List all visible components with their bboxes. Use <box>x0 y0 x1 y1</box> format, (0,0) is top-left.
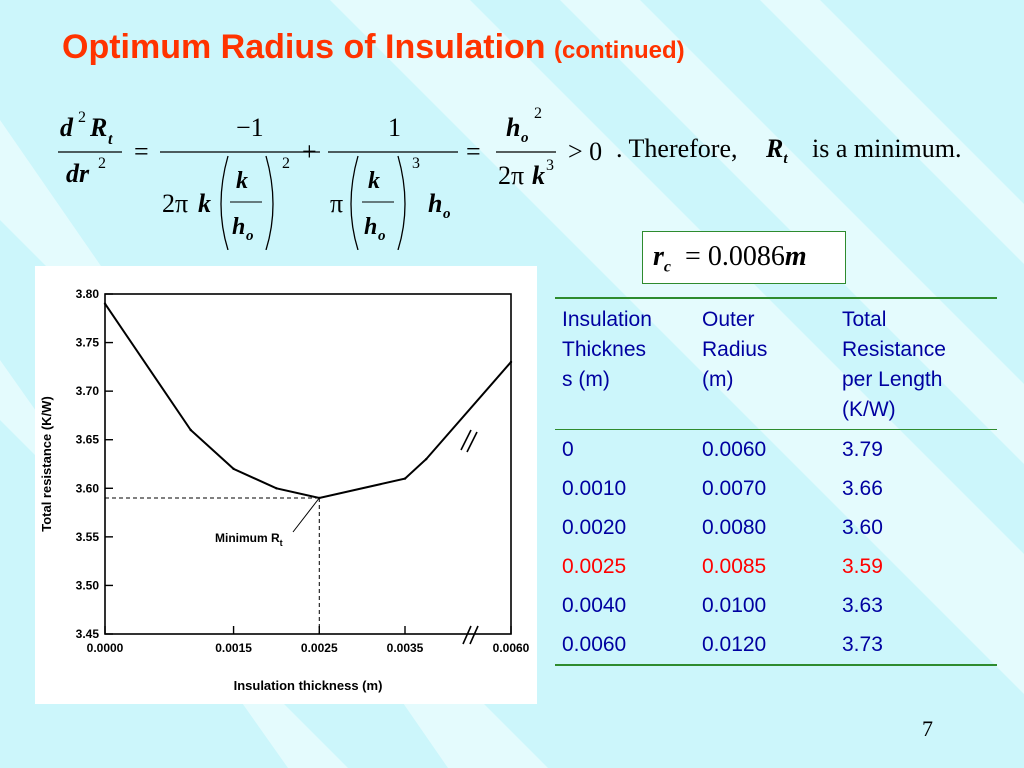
svg-text:h: h <box>428 189 442 218</box>
equation-conclusion: . Therefore, <box>616 134 738 163</box>
rt-symbol: Rt <box>766 134 788 168</box>
svg-text:1: 1 <box>388 113 401 142</box>
table-header-row: Insulation Thicknes s (m) Outer Radius (m) T… <box>555 297 997 430</box>
table-row: 0.0060 0.0120 3.73 <box>555 625 997 666</box>
svg-text:R: R <box>89 113 107 142</box>
slide-title: Optimum Radius of Insulation (continued) <box>62 28 685 67</box>
cell-thickness: 0.0020 <box>562 516 627 539</box>
resistance-series-line <box>104 303 512 500</box>
cell-thickness: 0.0060 <box>555 625 695 666</box>
resistance-chart-svg: 3.45 3.50 3.55 3.60 3.65 3.70 3.75 3.80 0.0000 0… <box>39 287 530 693</box>
cell-radius: 0.0085 <box>702 555 767 578</box>
critical-radius-box: rc = 0.0086m <box>642 231 846 284</box>
y-tick-label: 3.45 <box>76 627 100 641</box>
svg-text:k: k <box>198 189 211 218</box>
slide-title-sub: (continued) <box>554 37 685 64</box>
resistance-chart: 3.45 3.50 3.55 3.60 3.65 3.70 3.75 3.80 0.0000 0… <box>35 266 537 704</box>
svg-text:t: t <box>108 131 113 148</box>
page-number: 7 <box>922 716 933 741</box>
cell-resistance: 3.79 <box>842 438 883 461</box>
svg-text:k: k <box>236 168 248 194</box>
cell-radius: 0.0120 <box>695 625 835 666</box>
y-tick-label: 3.80 <box>76 287 100 301</box>
svg-text:=: = <box>134 137 149 166</box>
svg-text:2: 2 <box>282 155 290 172</box>
x-tick-label: 0.0025 <box>301 641 338 655</box>
svg-text:2: 2 <box>534 105 542 122</box>
cell-thickness: 0.0010 <box>562 477 627 500</box>
rc-symbol: r <box>653 241 664 272</box>
cell-radius: 0.0080 <box>702 516 767 539</box>
svg-text:h: h <box>232 214 245 240</box>
rc-value: 0.0086 <box>707 241 785 272</box>
svg-text:> 0: > 0 <box>568 137 602 166</box>
x-tick-label: 0.0060 <box>493 641 530 655</box>
second-derivative-equation: d 2 R t dr 2 = −1 2π k k h o 2 + 1 π k h… <box>40 90 1000 251</box>
header-outer-radius: Outer Radius (m) <box>695 297 835 430</box>
svg-text:−1: −1 <box>236 113 264 142</box>
axis-break-mark <box>460 429 479 645</box>
cell-resistance: 3.60 <box>842 516 883 539</box>
svg-text:k: k <box>368 168 380 194</box>
svg-text:2: 2 <box>78 109 86 126</box>
y-axis-label: Total resistance (K/W) <box>39 396 54 532</box>
svg-text:3: 3 <box>412 155 420 172</box>
rc-subscript: c <box>663 258 672 276</box>
annotation-leader <box>292 497 320 533</box>
svg-text:o: o <box>378 228 386 244</box>
svg-text:dr: dr <box>66 159 90 188</box>
table-row: 0.0040 0.0100 3.63 <box>555 586 997 625</box>
rc-equals: = <box>678 241 708 272</box>
cell-radius: 0.0100 <box>702 594 767 617</box>
y-tick-label: 3.75 <box>76 336 100 350</box>
x-tick-label: 0.0035 <box>387 641 424 655</box>
table-row: 0.0010 0.0070 3.66 <box>555 469 997 508</box>
svg-text:h: h <box>364 214 377 240</box>
svg-text:2π: 2π <box>498 161 524 190</box>
y-tick-label: 3.50 <box>76 578 100 592</box>
svg-text:o: o <box>443 206 451 222</box>
y-tick-label: 3.65 <box>76 433 100 447</box>
svg-text:π: π <box>330 189 343 218</box>
table-row: 0.0020 0.0080 3.60 <box>555 508 997 547</box>
cell-resistance: 3.63 <box>842 594 883 617</box>
cell-resistance: 3.66 <box>842 477 883 500</box>
cell-resistance: 3.59 <box>842 555 883 578</box>
cell-radius: 0.0060 <box>702 438 767 461</box>
plot-frame <box>104 293 512 635</box>
minimum-annotation: Minimum Rt <box>215 531 283 548</box>
cell-thickness: 0.0040 <box>562 594 627 617</box>
table-row-highlighted: 0.0025 0.0085 3.59 <box>555 547 997 586</box>
table-row: 0 0.0060 3.79 <box>555 430 997 470</box>
equation-minimum-text: is a minimum. <box>812 134 962 163</box>
cell-thickness: 0 <box>562 438 574 461</box>
y-tick-label: 3.70 <box>76 384 100 398</box>
header-insulation-thickness: Insulation Thicknes s (m) <box>555 297 695 430</box>
svg-text:o: o <box>246 228 254 244</box>
svg-text:o: o <box>521 130 529 146</box>
rc-unit: m <box>784 241 807 272</box>
header-total-resistance: Total Resistance per Length (K/W) <box>835 297 997 430</box>
y-tick-label: 3.60 <box>76 481 100 495</box>
svg-text:2: 2 <box>98 155 106 172</box>
resistance-table: Insulation Thicknes s (m) Outer Radius (m) T… <box>555 297 997 666</box>
svg-text:h: h <box>506 113 520 142</box>
svg-text:d: d <box>60 113 74 142</box>
svg-text:+: + <box>302 137 317 166</box>
svg-text:3: 3 <box>546 157 554 174</box>
y-tick-label: 3.55 <box>76 530 100 544</box>
cell-resistance: 3.73 <box>835 625 997 666</box>
x-tick-label: 0.0015 <box>215 641 252 655</box>
x-axis-label: Insulation thickness (m) <box>234 678 383 693</box>
slide-title-main: Optimum Radius of Insulation <box>62 28 546 66</box>
svg-text:k: k <box>532 161 545 190</box>
cell-radius: 0.0070 <box>702 477 767 500</box>
x-tick-label: 0.0000 <box>87 641 124 655</box>
cell-thickness: 0.0025 <box>562 555 627 578</box>
svg-text:=: = <box>466 137 481 166</box>
svg-text:2π: 2π <box>162 189 188 218</box>
